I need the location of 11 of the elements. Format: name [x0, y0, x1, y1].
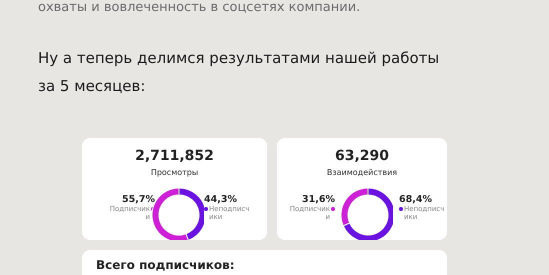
text: Всего подписчиков:	[96, 258, 235, 272]
data-label: 31,6%	[301, 194, 335, 205]
data-label: 68,4%	[399, 194, 433, 205]
chart-title: 63,290	[334, 148, 390, 164]
chart-subtitle: Просмотры	[150, 168, 200, 177]
chart-subtitle: Взаимодействия	[326, 168, 398, 177]
data-label: 55,7%	[121, 194, 155, 205]
text: охваты и вовлеченность в соцсетях компании.	[38, 0, 360, 15]
data-label: 44,3%	[204, 194, 238, 205]
text: Ну а теперь делимся результатами нашей работы за 5 месяцев:	[38, 48, 440, 97]
chart-title: 2,711,852	[134, 148, 215, 164]
